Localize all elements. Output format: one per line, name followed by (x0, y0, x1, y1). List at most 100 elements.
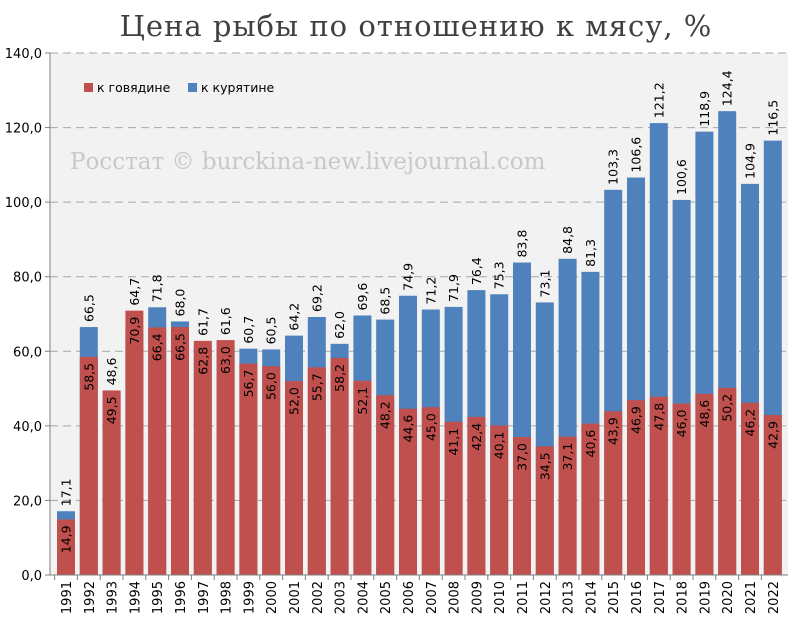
label-beef-2013: 37,1 (560, 443, 575, 471)
label-beef-2022: 42,9 (765, 421, 780, 449)
label-beef-2015: 43,9 (606, 417, 621, 445)
x-tick-label: 2013 (562, 581, 577, 614)
label-chicken-1993: 48,6 (104, 358, 119, 386)
y-tick-label: 0,0 (21, 569, 42, 584)
y-tick-label: 140,0 (5, 47, 42, 62)
label-beef-2006: 44,6 (401, 415, 416, 443)
label-beef-2002: 55,7 (309, 373, 324, 401)
bar-beef-2013 (558, 436, 577, 575)
bar-beef-2005 (376, 395, 395, 575)
x-tick-label: 2019 (698, 581, 713, 614)
x-tick-label: 1992 (83, 581, 98, 614)
bar-beef-2019 (695, 393, 714, 575)
label-beef-1999: 56,7 (241, 370, 256, 398)
x-tick-label: 1999 (242, 581, 257, 614)
bar-beef-2016 (627, 400, 645, 575)
chart-title: Цена рыбы по отношению к мясу, % (120, 9, 713, 43)
label-chicken-2022: 116,5 (765, 100, 780, 136)
bar-beef-2018 (672, 403, 691, 575)
bar-beef-1999 (239, 363, 258, 575)
bar-beef-2003 (330, 357, 349, 575)
label-beef-2014: 40,6 (583, 430, 598, 458)
watermark: Росстат © burckina-new.livejournal.com (70, 149, 546, 175)
x-tick-label: 2014 (584, 581, 599, 614)
x-tick-label: 2011 (516, 581, 531, 614)
legend-label-chicken: к курятине (201, 80, 275, 95)
label-chicken-2008: 71,9 (446, 274, 461, 302)
label-chicken-1997: 61,7 (195, 308, 210, 336)
y-tick-label: 80,0 (13, 271, 42, 286)
bar-beef-2021 (741, 402, 759, 575)
label-chicken-2021: 104,9 (743, 143, 758, 179)
y-tick-label: 60,0 (13, 345, 42, 360)
x-tick-label: 1995 (151, 581, 166, 614)
x-tick-label: 2022 (767, 581, 782, 614)
x-tick-label: 2005 (379, 581, 394, 614)
label-chicken-1998: 61,6 (218, 307, 233, 335)
x-tick-label: 1997 (197, 581, 212, 614)
label-chicken-1991: 17,1 (59, 478, 74, 506)
label-beef-1996: 66,5 (173, 333, 188, 361)
x-tick-label: 2010 (493, 581, 508, 614)
label-beef-2012: 34,5 (537, 452, 552, 480)
x-tick-label: 2007 (425, 581, 440, 614)
x-tick-label: 1991 (60, 581, 75, 614)
legend-swatch-beef (84, 83, 93, 92)
x-tick-label: 2009 (470, 581, 485, 614)
label-chicken-2019: 118,9 (697, 91, 712, 127)
bar-beef-2004 (353, 380, 372, 575)
label-chicken-2004: 69,6 (355, 283, 370, 311)
label-chicken-2013: 84,8 (560, 226, 575, 254)
label-chicken-1992: 66,5 (81, 294, 96, 322)
x-tick-label: 1994 (128, 581, 143, 614)
label-chicken-2016: 106,6 (629, 137, 644, 173)
label-beef-2018: 46,0 (674, 409, 689, 437)
label-beef-2011: 37,0 (515, 443, 530, 471)
label-beef-2019: 48,6 (697, 400, 712, 428)
bar-beef-2002 (307, 367, 326, 575)
label-beef-2010: 40,1 (492, 431, 507, 459)
label-beef-2016: 46,9 (629, 406, 644, 434)
label-chicken-2005: 68,5 (378, 287, 393, 315)
label-chicken-2012: 73,1 (537, 270, 552, 298)
label-beef-1992: 58,5 (81, 363, 96, 391)
label-chicken-2002: 69,2 (309, 284, 324, 312)
label-chicken-2010: 75,3 (492, 261, 507, 289)
label-beef-1993: 49,5 (104, 396, 119, 424)
x-tick-label: 2004 (356, 581, 371, 614)
bar-beef-2009 (467, 416, 486, 575)
bar-beef-1991 (57, 519, 75, 575)
label-chicken-2007: 71,2 (423, 277, 438, 305)
label-beef-1998: 63,0 (218, 346, 233, 374)
legend-swatch-chicken (188, 83, 197, 92)
x-tick-label: 2012 (539, 581, 554, 614)
bar-beef-2015 (604, 411, 623, 575)
y-tick-label: 20,0 (13, 494, 42, 509)
x-tick-label: 2021 (744, 581, 759, 614)
bar-beef-2022 (763, 415, 782, 575)
x-tick-label: 2002 (311, 581, 326, 614)
label-beef-2001: 52,0 (287, 387, 302, 415)
x-tick-label: 2001 (288, 581, 303, 614)
x-tick-label: 2016 (630, 581, 645, 614)
legend: к говядине к курятине (84, 80, 275, 95)
label-chicken-2000: 60,5 (264, 317, 279, 345)
bar-beef-2008 (444, 421, 463, 575)
x-tick-label: 2020 (721, 581, 736, 614)
label-beef-1997: 62,8 (195, 347, 210, 375)
x-tick-label: 2015 (607, 581, 622, 614)
y-tick-label: 40,0 (13, 420, 42, 435)
label-chicken-2011: 83,8 (515, 230, 530, 258)
label-beef-2021: 46,2 (743, 409, 758, 437)
bar-beef-1992 (79, 356, 98, 575)
bar-beef-2012 (535, 446, 554, 575)
x-tick-label: 2003 (334, 581, 349, 614)
bar-beef-1998 (216, 340, 235, 575)
bar-beef-1993 (102, 390, 121, 575)
bar-beef-2014 (581, 423, 600, 575)
bar-beef-1994 (125, 310, 144, 575)
x-tick-label: 1998 (220, 581, 235, 614)
bar-beef-2000 (262, 366, 281, 575)
